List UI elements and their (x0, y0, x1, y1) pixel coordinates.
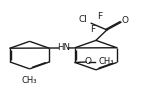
Text: CH₃: CH₃ (99, 57, 114, 66)
Text: Cl: Cl (78, 15, 87, 23)
Text: F: F (97, 12, 102, 21)
Text: CH₃: CH₃ (22, 76, 37, 85)
Text: O: O (121, 16, 128, 25)
Text: F: F (90, 25, 95, 34)
Text: O: O (85, 57, 92, 66)
Text: HN: HN (57, 43, 70, 52)
